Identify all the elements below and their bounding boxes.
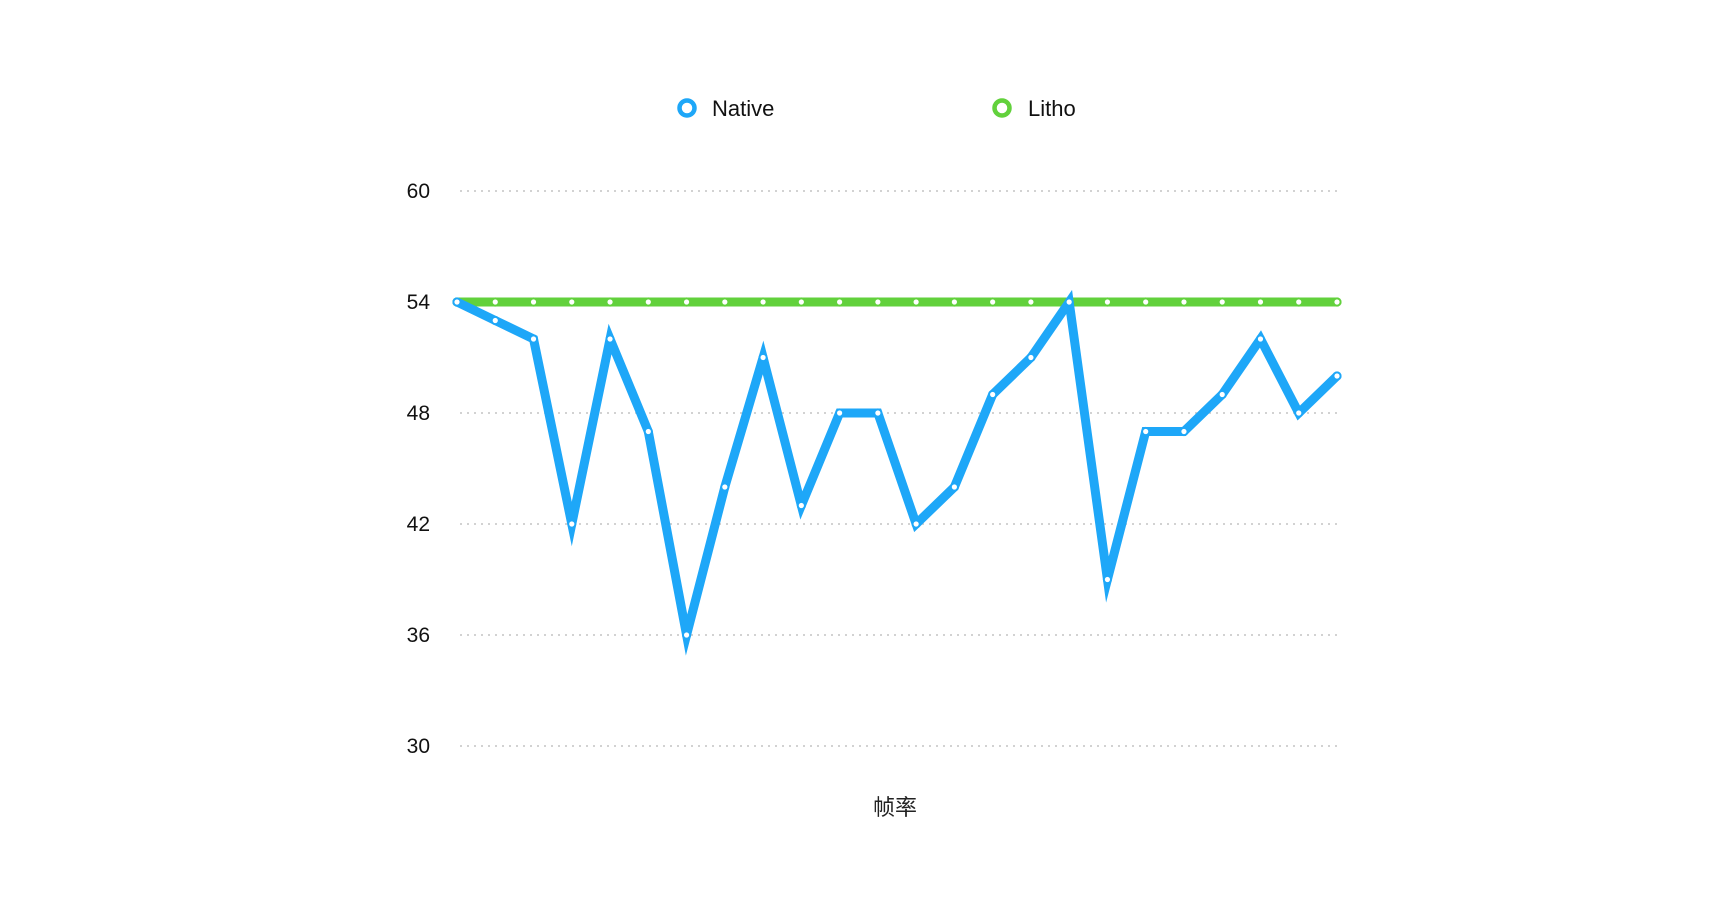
series-line-native <box>452 289 1342 656</box>
y-tick-label: 36 <box>407 624 430 647</box>
data-point-native <box>1294 408 1304 418</box>
data-point-native <box>873 408 883 418</box>
data-point-litho <box>681 297 692 307</box>
data-point-litho <box>1294 297 1304 307</box>
series-litho <box>452 297 1342 307</box>
y-tick-label: 48 <box>407 402 430 425</box>
data-point-litho <box>796 297 806 307</box>
data-point-litho <box>988 297 998 307</box>
data-point-native <box>911 519 921 529</box>
legend-marker-native <box>677 98 697 118</box>
data-point-native <box>528 334 539 344</box>
data-point-native <box>681 630 692 640</box>
y-axis-ticks: 30 36 42 48 54 60 <box>407 180 431 758</box>
data-point-native <box>1102 574 1113 585</box>
data-point-litho <box>1179 297 1189 307</box>
data-point-litho <box>643 297 653 307</box>
data-point-litho <box>1332 297 1342 307</box>
data-point-native <box>949 482 959 492</box>
data-point-native <box>1179 426 1189 437</box>
data-point-native <box>605 334 615 344</box>
data-point-litho <box>1102 297 1113 307</box>
data-point-native <box>1255 334 1266 344</box>
data-point-litho <box>1255 297 1266 307</box>
data-point-litho <box>1026 297 1036 307</box>
y-tick-label: 42 <box>407 513 430 536</box>
data-point-native <box>758 352 768 363</box>
data-point-native <box>796 500 806 511</box>
legend-label-native: Native <box>712 96 774 121</box>
data-point-native <box>1217 389 1227 400</box>
y-tick-label: 30 <box>407 735 430 758</box>
data-point-litho <box>758 297 768 307</box>
data-point-litho <box>1141 297 1151 307</box>
data-point-litho <box>911 297 921 307</box>
legend-label-litho: Litho <box>1028 96 1076 121</box>
data-point-native <box>720 482 730 492</box>
y-tick-label: 54 <box>407 291 431 314</box>
data-point-litho <box>1217 297 1227 307</box>
data-point-litho <box>567 297 577 307</box>
data-point-native <box>643 426 653 437</box>
series-layer <box>452 289 1342 656</box>
series-native <box>452 289 1342 656</box>
data-point-litho <box>949 297 959 307</box>
data-point-litho <box>490 297 500 307</box>
data-point-native <box>490 315 500 326</box>
data-point-litho <box>835 297 845 307</box>
data-point-native <box>988 389 998 400</box>
data-point-litho <box>528 297 539 307</box>
data-point-litho <box>605 297 615 307</box>
data-point-native <box>1064 297 1074 307</box>
x-axis-title: 帧率 <box>873 795 917 820</box>
legend-item-native: Native <box>677 96 774 121</box>
data-point-native <box>452 297 462 307</box>
data-point-native <box>567 519 577 529</box>
legend: Native Litho <box>677 96 1076 121</box>
data-point-native <box>1026 352 1036 363</box>
data-point-native <box>1332 371 1342 381</box>
data-point-native <box>835 408 845 418</box>
y-tick-label: 60 <box>407 180 430 203</box>
legend-item-litho: Litho <box>992 96 1076 121</box>
data-point-litho <box>873 297 883 307</box>
data-point-litho <box>720 297 730 307</box>
data-point-native <box>1141 426 1151 437</box>
legend-marker-litho <box>992 98 1012 118</box>
